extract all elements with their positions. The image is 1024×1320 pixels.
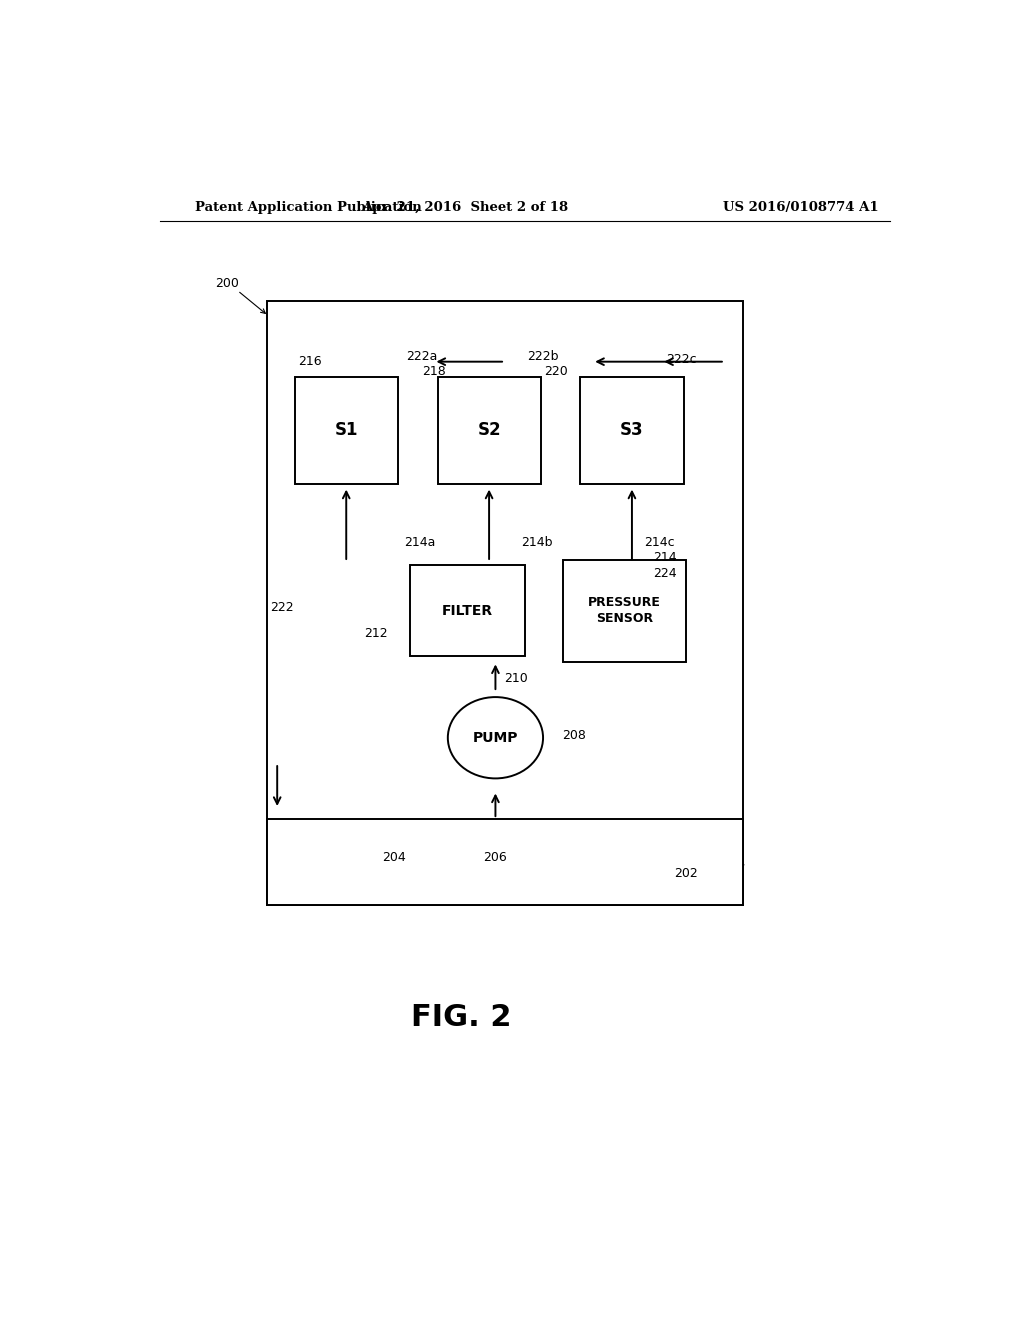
Text: FILTER: FILTER xyxy=(441,603,493,618)
Text: S3: S3 xyxy=(621,421,644,440)
Text: 208: 208 xyxy=(562,729,586,742)
Bar xyxy=(267,818,743,906)
Text: FIG. 2: FIG. 2 xyxy=(411,1003,512,1032)
Text: PRESSURE
SENSOR: PRESSURE SENSOR xyxy=(588,597,660,626)
Text: Patent Application Publication: Patent Application Publication xyxy=(196,201,422,214)
Bar xyxy=(563,560,686,661)
Bar xyxy=(437,378,541,483)
Text: 216: 216 xyxy=(299,355,323,368)
Text: 222b: 222b xyxy=(527,350,559,363)
Text: 222c: 222c xyxy=(666,354,696,366)
Ellipse shape xyxy=(447,697,543,779)
Text: 222: 222 xyxy=(270,601,294,614)
Text: 206: 206 xyxy=(483,851,507,865)
Text: 200: 200 xyxy=(215,277,240,290)
Text: S1: S1 xyxy=(335,421,358,440)
Text: 214c: 214c xyxy=(644,536,675,549)
Text: PUMP: PUMP xyxy=(473,731,518,744)
Bar xyxy=(581,378,684,483)
Text: 222a: 222a xyxy=(406,350,437,363)
Text: 214: 214 xyxy=(653,552,677,565)
Text: 224: 224 xyxy=(653,566,677,579)
Text: 202: 202 xyxy=(674,867,697,880)
Text: 214b: 214b xyxy=(521,536,552,549)
Bar xyxy=(267,301,743,906)
Text: 212: 212 xyxy=(364,627,387,640)
Text: Apr. 21, 2016  Sheet 2 of 18: Apr. 21, 2016 Sheet 2 of 18 xyxy=(362,201,568,214)
Text: 204: 204 xyxy=(382,851,406,865)
Text: 218: 218 xyxy=(423,366,446,379)
Text: S2: S2 xyxy=(477,421,501,440)
Bar xyxy=(410,565,525,656)
Bar xyxy=(295,378,397,483)
Text: US 2016/0108774 A1: US 2016/0108774 A1 xyxy=(723,201,879,214)
Text: 210: 210 xyxy=(504,672,528,685)
Text: 220: 220 xyxy=(544,366,567,379)
Text: 214a: 214a xyxy=(404,536,435,549)
